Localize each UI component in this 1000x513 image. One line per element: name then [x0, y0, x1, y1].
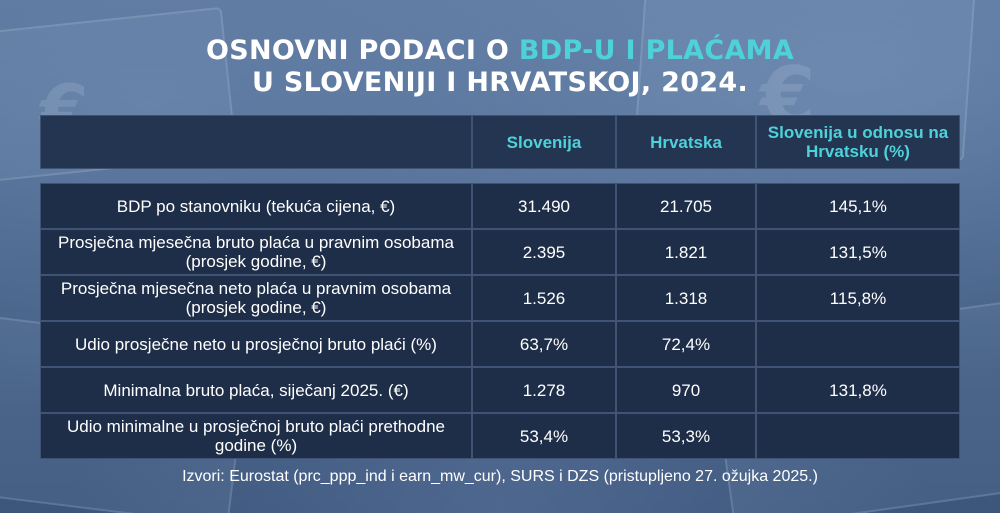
title-line-1: OSNOVNI PODACI O BDP-U I PLAĆAMA	[0, 35, 1000, 67]
table-cell: 21.705	[616, 183, 756, 229]
table-cell: 53,3%	[616, 413, 756, 459]
table-header-slovenija: Slovenija	[472, 115, 616, 169]
table-row-label: BDP po stanovniku (tekuća cijena, €)	[40, 183, 472, 229]
source-note: Izvori: Eurostat (prc_ppp_ind i earn_mw_…	[182, 468, 818, 485]
title-prefix: OSNOVNI PODACI O	[205, 35, 519, 66]
table-cell: 31.490	[472, 183, 616, 229]
table-row-label: Prosječna mjesečna bruto plaća u pravnim…	[40, 229, 472, 275]
table-cell: 1.821	[616, 229, 756, 275]
table-header-ratio: Slovenija u odnosu na Hrvatsku (%)	[756, 115, 960, 169]
table-cell: 1.526	[472, 275, 616, 321]
title-highlight: BDP-U I PLAĆAMA	[518, 35, 795, 66]
table-cell: 2.395	[472, 229, 616, 275]
table-cell: 145,1%	[756, 183, 960, 229]
table-row-label: Prosječna mjesečna neto plaća u pravnim …	[40, 275, 472, 321]
table-cell: 131,5%	[756, 229, 960, 275]
title-line-2: U SLOVENIJI I HRVATSKOJ, 2024.	[251, 67, 749, 98]
table-cell: 72,4%	[616, 321, 756, 367]
table-row-label: Minimalna bruto plaća, siječanj 2025. (€…	[40, 367, 472, 413]
table-cell: 115,8%	[756, 275, 960, 321]
table-header-hrvatska: Hrvatska	[616, 115, 756, 169]
table-cell: 1.278	[472, 367, 616, 413]
table-row-label: Udio minimalne u prosječnoj bruto plaći …	[40, 413, 472, 459]
data-table: Slovenija Hrvatska Slovenija u odnosu na…	[40, 115, 960, 459]
table-header-gap	[40, 169, 960, 183]
table-cell: 131,8%	[756, 367, 960, 413]
table-cell: 1.318	[616, 275, 756, 321]
page-title: OSNOVNI PODACI O BDP-U I PLAĆAMA U SLOVE…	[0, 35, 1000, 99]
table-cell	[756, 413, 960, 459]
table-cell	[756, 321, 960, 367]
table-cell: 970	[616, 367, 756, 413]
table-cell: 53,4%	[472, 413, 616, 459]
table-cell: 63,7%	[472, 321, 616, 367]
table-header-corner	[40, 115, 472, 169]
table-row-label: Udio prosječne neto u prosječnoj bruto p…	[40, 321, 472, 367]
